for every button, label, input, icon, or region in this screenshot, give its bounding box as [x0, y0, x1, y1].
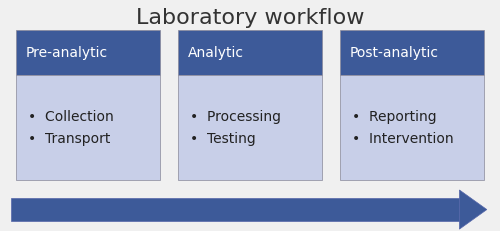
- Text: Laboratory workflow: Laboratory workflow: [136, 8, 364, 27]
- Text: •  Testing: • Testing: [190, 131, 256, 146]
- Bar: [340, 30, 484, 75]
- Text: Pre-analytic: Pre-analytic: [26, 46, 108, 60]
- Text: •  Processing: • Processing: [190, 110, 281, 124]
- Bar: [178, 75, 322, 180]
- Text: •  Transport: • Transport: [28, 131, 110, 146]
- Text: Post-analytic: Post-analytic: [350, 46, 438, 60]
- Bar: [16, 30, 160, 75]
- Polygon shape: [460, 190, 487, 229]
- Text: •  Reporting: • Reporting: [352, 110, 437, 124]
- Text: •  Intervention: • Intervention: [352, 131, 454, 146]
- Bar: [16, 75, 160, 180]
- Bar: [178, 30, 322, 75]
- Bar: [10, 198, 460, 221]
- Text: •  Collection: • Collection: [28, 110, 114, 124]
- Bar: [340, 75, 484, 180]
- Text: Analytic: Analytic: [188, 46, 244, 60]
